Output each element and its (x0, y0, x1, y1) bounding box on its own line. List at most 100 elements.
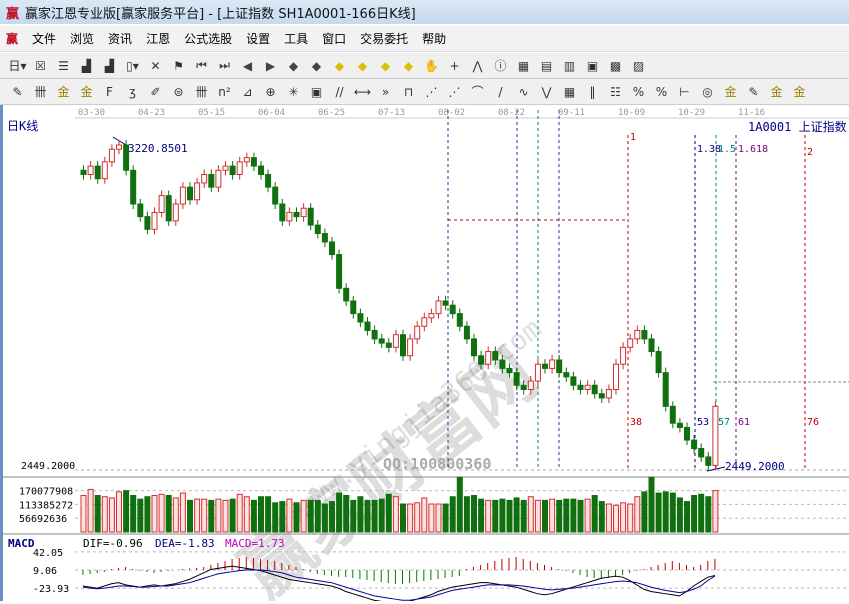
volume-bar (570, 498, 577, 533)
grid-icon[interactable]: 卌 (34, 85, 47, 99)
candle-down (208, 174, 215, 188)
f-icon[interactable]: F (106, 84, 113, 99)
menu-8[interactable]: 交易委托 (360, 32, 409, 46)
pen-icon[interactable]: ✎ (12, 84, 23, 99)
candle-up (627, 338, 634, 348)
volume-bar (676, 497, 683, 533)
left-icon[interactable]: ◀ (242, 58, 253, 73)
diamond-left-icon[interactable]: ◆ (288, 58, 299, 73)
candle-down (336, 254, 343, 289)
volume-bar (300, 499, 307, 533)
kline-chart[interactable]: 03-30 04-23 05-15 06-04 06-25 07-13 08-02 08-22… (0, 105, 849, 604)
pen2-icon[interactable]: ✎ (748, 84, 759, 99)
square-icon[interactable]: ▣ (310, 84, 323, 99)
menu-5[interactable]: 设置 (246, 32, 271, 46)
menu-4[interactable]: 公式选股 (184, 32, 233, 46)
triangle-icon[interactable]: ⊿ (242, 84, 253, 99)
spiral-icon[interactable]: ʒ (129, 84, 136, 99)
box-icon[interactable]: ⊓ (403, 84, 414, 99)
volume-bar (265, 496, 272, 533)
zigzag-icon[interactable]: ⋀ (472, 58, 483, 73)
draw-icon[interactable]: ✕ (150, 58, 161, 73)
bus-icon[interactable]: ▨ (632, 58, 645, 73)
diamond-right-icon[interactable]: ◆ (311, 58, 322, 73)
flag-icon[interactable]: ⚑ (173, 58, 184, 73)
toolbar-main: 日▾ ☒ ☰ ▟ ▟ ▯▾ ✕ ⚑ ⏮ ⏭ ◀ ▶ ◆ ◆ ◆ ◆ ◆ ◆ ✋ + ⋀ ⓘ ▦ ▤ ▥ ▣ ▩ ▨ (0, 53, 849, 79)
calendar-icon[interactable]: ▤ (540, 58, 553, 73)
menu-1[interactable]: 浏览 (70, 32, 95, 46)
volume-bar (307, 499, 314, 533)
right-icon[interactable]: ▶ (265, 58, 276, 73)
slash-icon[interactable]: // (335, 84, 344, 99)
gold4-icon[interactable]: 金 (770, 85, 783, 99)
brush-icon[interactable]: ✐ (150, 84, 161, 99)
diamond-x-icon[interactable]: ◆ (357, 58, 368, 73)
lines-icon[interactable]: 卌 (195, 85, 208, 99)
gann-icon[interactable]: ▦ (517, 58, 530, 73)
gold2-icon[interactable]: 金 (80, 85, 93, 99)
candle-up (485, 351, 492, 365)
gold5-icon[interactable]: 金 (793, 85, 806, 99)
ma3-icon[interactable]: ▟ (81, 58, 92, 73)
diamond-h-icon[interactable]: ◆ (334, 58, 345, 73)
menu-9[interactable]: 帮助 (422, 32, 447, 46)
menu-6[interactable]: 工具 (284, 32, 309, 46)
diamond-v-icon[interactable]: ◆ (403, 58, 414, 73)
volume-bar (229, 498, 236, 533)
target-icon[interactable]: ⊕ (265, 84, 276, 99)
candle-down (265, 174, 272, 188)
volume-bar (463, 496, 470, 533)
hand-icon[interactable]: ✋ (424, 58, 439, 73)
gann2-icon[interactable]: ▦ (563, 84, 576, 99)
percent-box-icon[interactable]: % (632, 84, 645, 99)
diamond-star-icon[interactable]: ◆ (380, 58, 391, 73)
star-icon[interactable]: ✳ (288, 84, 299, 99)
crosshair-icon[interactable]: + (449, 58, 460, 73)
fan-icon[interactable]: ⋰ (425, 84, 438, 99)
candle-down (705, 456, 712, 466)
menu-2[interactable]: 资讯 (108, 32, 133, 46)
candle-down (542, 363, 548, 369)
first-icon[interactable]: ⏮ (196, 58, 207, 72)
n2-icon[interactable]: n² (218, 84, 231, 99)
volume-bar (137, 498, 144, 533)
candle-up (634, 329, 641, 340)
menu-0[interactable]: 文件 (32, 32, 57, 46)
volume-bar (343, 494, 350, 533)
gold3-icon[interactable]: 金 (724, 85, 737, 99)
volume-bar (605, 503, 612, 533)
save-icon[interactable]: ▣ (586, 58, 599, 73)
table-icon[interactable]: ☷ (610, 84, 621, 99)
axis-low-label: 2449.2000 (21, 461, 75, 472)
last-icon[interactable]: ⏭ (219, 58, 230, 72)
list-icon[interactable]: ☰ (58, 58, 69, 73)
gold1-icon[interactable]: 金 (57, 85, 70, 99)
menu-logo[interactable]: 赢 (6, 32, 19, 46)
coin-icon[interactable]: ◎ (702, 84, 713, 99)
calc-icon[interactable]: ▥ (563, 58, 576, 73)
menu-7[interactable]: 窗口 (322, 32, 347, 46)
period-day-icon[interactable]: 日▾ (8, 59, 27, 73)
info-icon[interactable]: ⓘ (494, 59, 507, 73)
candle-icon[interactable]: ▯▾ (126, 58, 139, 73)
volume-bar (520, 499, 527, 533)
symbol-label: 1A0001 上证指数 (748, 119, 847, 134)
arc-icon[interactable]: ⌒ (471, 85, 484, 99)
wave-icon[interactable]: ∿ (518, 84, 529, 99)
chart-icon[interactable]: ☒ (35, 58, 46, 73)
width-icon[interactable]: ⟷ (353, 84, 372, 99)
ma9-icon[interactable]: ▟ (104, 58, 115, 73)
volume-bar (598, 501, 605, 533)
network-icon[interactable]: ▩ (609, 58, 622, 73)
percent-icon[interactable]: % (655, 84, 668, 99)
bars-icon[interactable]: ‖ (589, 84, 596, 99)
circle-icon[interactable]: ⊜ (173, 84, 184, 99)
zig-icon[interactable]: ⋁ (541, 84, 552, 99)
more-icon[interactable]: » (381, 84, 390, 99)
ruler-icon[interactable]: ⊢ (679, 84, 690, 99)
line-icon[interactable]: / (498, 84, 503, 99)
chart-canvas[interactable]: 03-30 04-23 05-15 06-04 06-25 07-13 08-02 08-22… (3, 105, 849, 604)
menu-3[interactable]: 江恩 (146, 32, 171, 46)
fan2-icon[interactable]: ⋰ (448, 84, 461, 99)
volume-bar (513, 497, 520, 533)
